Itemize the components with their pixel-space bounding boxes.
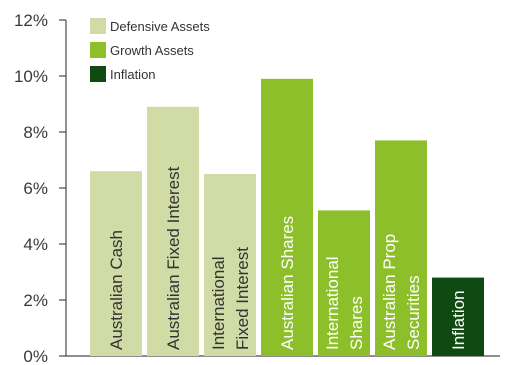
bar-label-line: Australian Prop (380, 234, 399, 350)
bar-label-line: Securities (404, 275, 423, 350)
bar-label-line: Australian Fixed Interest (164, 166, 183, 350)
axes: 0% 2% 4% 6% 8% 10% 12% (14, 11, 500, 365)
y-tick-label: 4% (23, 235, 48, 254)
y-tick-label: 8% (23, 123, 48, 142)
y-tick-label: 12% (14, 11, 48, 30)
bar-label-line: Australian Shares (278, 216, 297, 350)
legend-swatch (90, 66, 106, 82)
legend-swatch (90, 42, 106, 58)
legend-label: Defensive Assets (110, 19, 210, 34)
bar (318, 210, 370, 356)
legend-swatch (90, 18, 106, 34)
bar-label: International Fixed Interest (209, 247, 252, 350)
legend-label: Inflation (110, 67, 156, 82)
y-tick-label: 2% (23, 291, 48, 310)
legend-label: Growth Assets (110, 43, 194, 58)
bar (204, 174, 256, 356)
bar (375, 140, 427, 356)
bars: Australian Cash Australian Fixed Interest… (90, 78, 484, 357)
bar-label-line: International (209, 256, 228, 350)
y-tick-label: 6% (23, 179, 48, 198)
bar (432, 277, 484, 356)
bar-label: Australian Prop Securities (380, 234, 423, 350)
bar (90, 171, 142, 356)
bar-label: Australian Shares (278, 216, 297, 350)
bar-label: International Shares (323, 256, 366, 350)
bar-label-line: Fixed Interest (233, 247, 252, 350)
bar (261, 78, 313, 357)
bar-label: Inflation (449, 290, 468, 350)
bar-label: Australian Fixed Interest (164, 166, 183, 350)
bar (147, 106, 199, 356)
bar-label-line: Shares (347, 296, 366, 350)
y-tick-label: 0% (23, 347, 48, 365)
bar-label-line: Inflation (449, 290, 468, 350)
y-tick-label: 10% (14, 67, 48, 86)
bar-label-line: Australian Cash (107, 230, 126, 350)
bar-label: Australian Cash (107, 230, 126, 350)
bar-label-line: International (323, 256, 342, 350)
legend: Defensive Assets Growth Assets Inflation (90, 18, 210, 82)
